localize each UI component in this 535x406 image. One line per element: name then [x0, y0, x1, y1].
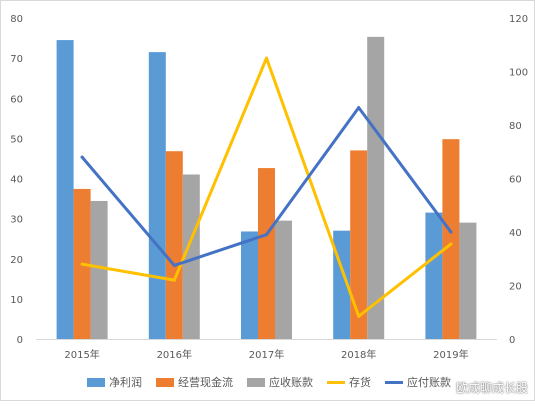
y-right-tick-label: 0 [509, 335, 515, 346]
y-left-tick-label: 60 [10, 94, 23, 105]
legend-label: 经营现金流 [178, 375, 233, 389]
y-left-tick-label: 10 [10, 295, 23, 306]
point-应付账款 [357, 106, 361, 110]
point-存货 [172, 278, 176, 282]
y-left-tick-label: 30 [10, 215, 23, 226]
y-left-tick-label: 0 [17, 335, 23, 346]
point-存货 [449, 242, 453, 246]
y-left-tick-label: 80 [10, 14, 23, 25]
legend-label: 应付账款 [407, 375, 451, 389]
bar-经营现金流 [442, 139, 460, 339]
legend-label: 应收账款 [269, 375, 313, 389]
bar-应收账款 [90, 200, 108, 339]
bar-净利润 [241, 231, 258, 339]
y-left-tick-label: 50 [10, 134, 23, 145]
axes-layer: 0 10 20 30 40 50 60 70 80 0 20 40 60 80 100 120 2015年 201… [10, 14, 528, 361]
x-tick-label: 2019年 [433, 348, 468, 361]
bar-经营现金流 [350, 150, 368, 339]
lines-layer [80, 56, 453, 318]
y-right-tick-label: 100 [509, 68, 528, 79]
bar-应收账款 [182, 174, 200, 339]
legend-swatch-净利润 [87, 378, 105, 387]
y-left-tick-label: 20 [10, 255, 23, 266]
bar-应收账款 [459, 222, 477, 339]
x-tick-label: 2016年 [157, 348, 192, 361]
legend-swatch-应收账款 [247, 378, 265, 387]
bar-净利润 [148, 52, 166, 339]
y-right-tick-label: 80 [509, 121, 522, 132]
bars-layer [56, 36, 477, 339]
legend-label: 存货 [349, 375, 371, 389]
y-right-tick-label: 60 [509, 175, 522, 186]
y-right-tick-label: 40 [509, 228, 522, 239]
x-tick-label: 2017年 [249, 348, 284, 361]
point-存货 [80, 262, 84, 266]
y-right-tick-label: 20 [509, 282, 522, 293]
point-应付账款 [449, 230, 453, 234]
bar-应收账款 [367, 36, 385, 339]
bar-经营现金流 [258, 168, 275, 339]
bar-经营现金流 [165, 151, 183, 339]
point-存货 [265, 56, 268, 60]
bar-净利润 [425, 212, 443, 339]
point-存货 [357, 314, 361, 318]
legend-label: 净利润 [109, 375, 142, 389]
bar-净利润 [56, 40, 74, 339]
y-left-tick-label: 40 [10, 175, 23, 186]
y-right-tick-label: 120 [509, 14, 528, 25]
bar-应收账款 [275, 220, 292, 339]
point-应付账款 [265, 233, 268, 237]
y-left-tick-label: 70 [10, 54, 23, 65]
x-tick-label: 2018年 [341, 348, 376, 361]
watermark-text: 欧成聊成长股 [455, 381, 528, 395]
x-tick-label: 2015年 [64, 348, 99, 361]
legend-swatch-经营现金流 [156, 378, 174, 387]
legend: 净利润 经营现金流 应收账款 存货 应付账款 [87, 375, 451, 389]
point-应付账款 [172, 263, 176, 267]
point-应付账款 [80, 155, 84, 159]
